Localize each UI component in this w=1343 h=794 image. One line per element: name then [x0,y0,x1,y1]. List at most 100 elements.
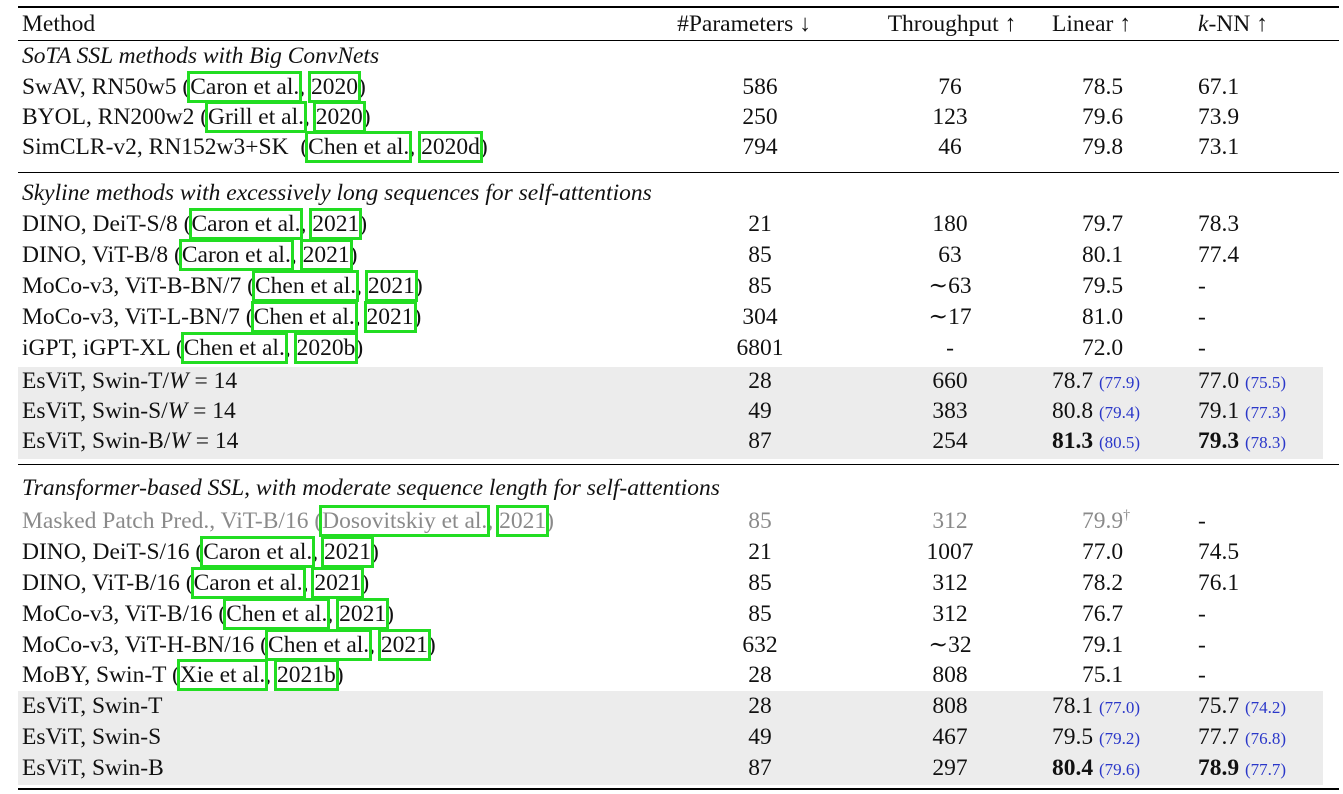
paren-close: ) [349,242,358,268]
throughput-cell: 383 [932,398,968,424]
params-cell: 21 [748,539,772,565]
knn-value: 75.7 [1198,693,1240,719]
linear-value: 78.7 [1052,368,1094,394]
linear-value: 80.8 [1052,398,1094,424]
linear-cell: 78.7 (77.9) [1052,366,1140,396]
section-title: Skyline methods with excessively long se… [22,180,652,206]
knn-cell: 73.9 [1198,104,1240,130]
citation-year-link[interactable]: 2021 [299,239,353,271]
header-params: #Parameters ↓ [677,11,811,37]
knn-cell: 76.1 [1198,570,1240,596]
linear-sub-value: (77.9) [1099,373,1141,392]
linear-cell: 76.7 [1082,601,1124,627]
table-row: SwAV, RN50w5 (Caron et al., 2020) 586 76… [0,71,1343,103]
method-name: EsViT, Swin-T/ [22,368,169,394]
citation-year-link[interactable]: 2020 [307,71,361,103]
linear-cell: 80.8 (79.4) [1052,396,1140,426]
paren-close: ) [370,539,379,565]
citation-year-link[interactable]: 2020b [293,332,359,364]
esvit-shade-1 [18,367,1323,459]
header-rule [18,40,1339,41]
knn-sub-value: (78.3) [1245,433,1287,452]
paren-close: ) [427,632,436,658]
linear-value: 80.4 [1052,755,1094,781]
params-cell: 28 [748,662,772,688]
citation-author-link[interactable]: Chen et al. [305,131,413,163]
linear-value: 79.9 [1082,508,1124,534]
citation-author-link[interactable]: Dosovitskiy et al. [319,505,491,537]
citation-author-link[interactable]: Caron et al. [188,208,304,240]
params-cell: 21 [748,211,772,237]
params-cell: 49 [748,398,772,424]
header-knn-k: k [1198,11,1209,37]
table-row: DINO, DeiT-S/8 (Caron et al., 2021) 21 1… [0,208,1343,240]
method-name: EsViT, Swin-S/ [22,398,168,424]
citation-author-link[interactable]: Chen et al. [250,301,358,333]
citation-year-link[interactable]: 2021 [377,629,431,661]
method-cell: DINO, DeiT-S/8 (Caron et al., 2021) [22,208,368,240]
linear-sub-value: (79.2) [1099,729,1141,748]
citation-author-link[interactable]: Chen et al. [180,332,288,364]
linear-value: 79.5 [1052,724,1094,750]
method-name: EsViT, Swin-T [22,693,163,719]
citation-author-link[interactable]: Caron et al. [187,71,303,103]
citation-year-link[interactable]: 2021 [309,208,363,240]
method-cell: MoCo-v3, ViT-H-BN/16 (Chen et al., 2021) [22,629,436,661]
method-cell: EsViT, Swin-B/W = 14 [22,426,238,456]
knn-cell: 77.4 [1198,242,1240,268]
method-name: BYOL, RN200w2 ( [22,104,209,130]
citation-year-link[interactable]: 2020 [312,101,366,133]
knn-cell: 78.3 [1198,211,1240,237]
citation-author-link[interactable]: Caron et al. [178,239,294,271]
table-row: MoCo-v3, ViT-B/16 (Chen et al., 2021) 85… [0,598,1343,630]
knn-cell: 77.0 (75.5) [1198,366,1286,396]
knn-cell: 77.7 (76.8) [1198,722,1286,752]
knn-cell: - [1198,304,1206,330]
method-cell: EsViT, Swin-S/W = 14 [22,396,236,426]
citation-author-link[interactable]: Chen et al. [223,598,331,630]
table-row: MoCo-v3, ViT-B-BN/7 (Chen et al., 2021) … [0,270,1343,302]
citation-author-link[interactable]: Xie et al. [176,659,269,691]
citation-year-link[interactable]: 2021 [363,301,417,333]
citation-year-link[interactable]: 2021 [336,598,390,630]
citation-year-link[interactable]: 2021 [311,567,365,599]
citation-year-link[interactable]: 2021 [364,270,418,302]
knn-sub-value: (74.2) [1245,698,1287,717]
method-name: Masked Patch Pred., ViT-B/16 ( [22,508,323,534]
citation-author-link[interactable]: Chen et al. [251,270,360,302]
throughput-cell: 312 [932,570,968,596]
method-cell: EsViT, Swin-T/W = 14 [22,366,237,396]
citation-author-link[interactable]: Grill et al. [205,101,307,133]
throughput-cell: 1007 [926,539,974,565]
params-cell: 586 [742,74,778,100]
knn-sub-value: (76.8) [1245,729,1287,748]
throughput-cell: 46 [938,134,962,160]
method-cell: BYOL, RN200w2 (Grill et al., 2020) [22,101,371,133]
header-knn-rest: -NN ↑ [1208,11,1268,37]
citation-author-link[interactable]: Caron et al. [200,536,316,568]
header-linear: Linear ↑ [1052,11,1131,37]
throughput-cell: 76 [938,74,962,100]
knn-value: 77.0 [1198,368,1240,394]
linear-value: 78.1 [1052,693,1094,719]
citation-author-link[interactable]: Caron et al. [190,567,306,599]
citation-year-link[interactable]: 2021b [274,659,339,691]
knn-cell: - [1198,335,1206,361]
throughput-cell: 254 [932,428,968,454]
params-cell: 6801 [736,335,784,361]
citation-year-link[interactable]: 2021 [320,536,374,568]
citation-author-link[interactable]: Chen et al. [265,629,373,661]
table-row: SimCLR-v2, RN152w3+SK (Chen et al., 2020… [0,131,1343,163]
paren-close: ) [362,104,371,130]
paren-close: ) [413,304,422,330]
linear-cell: 80.1 [1082,242,1124,268]
linear-cell: 79.7 [1082,211,1124,237]
citation-year-link[interactable]: 2021 [496,505,550,537]
throughput-cell: ∼17 [928,304,972,330]
method-cell: DINO, ViT-B/8 (Caron et al., 2021) [22,239,358,271]
knn-sub-value: (77.7) [1245,760,1287,779]
throughput-cell: 312 [932,508,968,534]
method-cell: iGPT, iGPT-XL (Chen et al., 2020b) [22,332,364,364]
citation-year-link[interactable]: 2020d [418,131,483,163]
method-name: MoCo-v3, ViT-B/16 ( [22,601,227,627]
